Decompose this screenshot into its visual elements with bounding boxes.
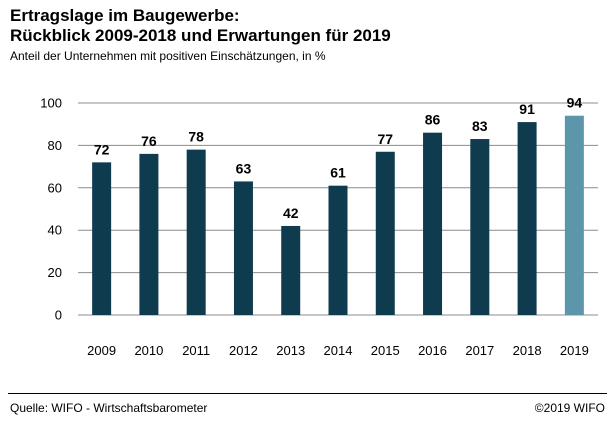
- x-tick-label-2019: 2019: [560, 343, 589, 358]
- data-label-2011: 78: [188, 129, 204, 145]
- bar-2010: [139, 153, 159, 315]
- bars: [92, 115, 584, 315]
- x-tick-label-2017: 2017: [465, 343, 494, 358]
- y-tick-label-60: 60: [48, 180, 62, 195]
- bar-2013: [281, 225, 301, 315]
- x-tick-label-2010: 2010: [134, 343, 163, 358]
- x-tick-label-2013: 2013: [276, 343, 305, 358]
- data-label-2017: 83: [472, 118, 488, 134]
- y-tick-label-80: 80: [48, 138, 62, 153]
- chart-title-line-2: Rückblick 2009-2018 und Erwartungen für …: [10, 26, 391, 45]
- bar-2016: [423, 132, 443, 315]
- data-label-2013: 42: [283, 205, 299, 221]
- bar-2019: [564, 115, 584, 315]
- data-labels: 72 76 78 63 42 61 77 86 83 91 94: [94, 95, 583, 221]
- x-tick-label-2016: 2016: [418, 343, 447, 358]
- y-tick-label-40: 40: [48, 223, 62, 238]
- data-label-2009: 72: [94, 141, 110, 157]
- bar-2012: [233, 181, 253, 315]
- y-tick-label-0: 0: [55, 308, 62, 323]
- data-label-2012: 63: [236, 160, 252, 176]
- data-label-2018: 91: [519, 101, 535, 117]
- chart-title-line-1: Ertragslage im Baugewerbe:: [10, 6, 240, 25]
- data-label-2016: 86: [425, 112, 441, 128]
- chart-title: Ertragslage im Baugewerbe: Rückblick 200…: [10, 6, 391, 46]
- data-label-2010: 76: [141, 133, 157, 149]
- bar-2015: [375, 151, 395, 315]
- data-label-2014: 61: [330, 165, 346, 181]
- y-axis-tick-labels: 0 20 40 60 80 100: [40, 96, 62, 323]
- data-label-2015: 77: [377, 131, 393, 147]
- x-tick-label-2011: 2011: [182, 343, 210, 358]
- x-tick-label-2014: 2014: [324, 343, 353, 358]
- bar-2009: [92, 162, 112, 315]
- source-note: Quelle: WIFO - Wirtschaftsbarometer: [10, 401, 208, 415]
- x-tick-label-2018: 2018: [513, 343, 542, 358]
- y-tick-label-100: 100: [40, 96, 62, 111]
- x-tick-label-2015: 2015: [371, 343, 400, 358]
- bar-2018: [517, 122, 537, 315]
- bar-2011: [186, 149, 206, 315]
- x-axis-tick-labels: 2009 2010 2011 2012 2013 2014 2015 2016 2017 2018…: [87, 343, 589, 358]
- x-tick-label-2009: 2009: [87, 343, 116, 358]
- chart-subtitle: Anteil der Unternehmen mit positiven Ein…: [10, 49, 326, 63]
- bar-2014: [328, 185, 348, 315]
- footer-divider: [8, 393, 607, 394]
- bar-2017: [470, 139, 490, 315]
- copyright-note: ©2019 WIFO: [534, 401, 605, 415]
- data-label-2019: 94: [567, 95, 583, 111]
- y-tick-label-20: 20: [48, 265, 62, 280]
- x-tick-label-2012: 2012: [229, 343, 258, 358]
